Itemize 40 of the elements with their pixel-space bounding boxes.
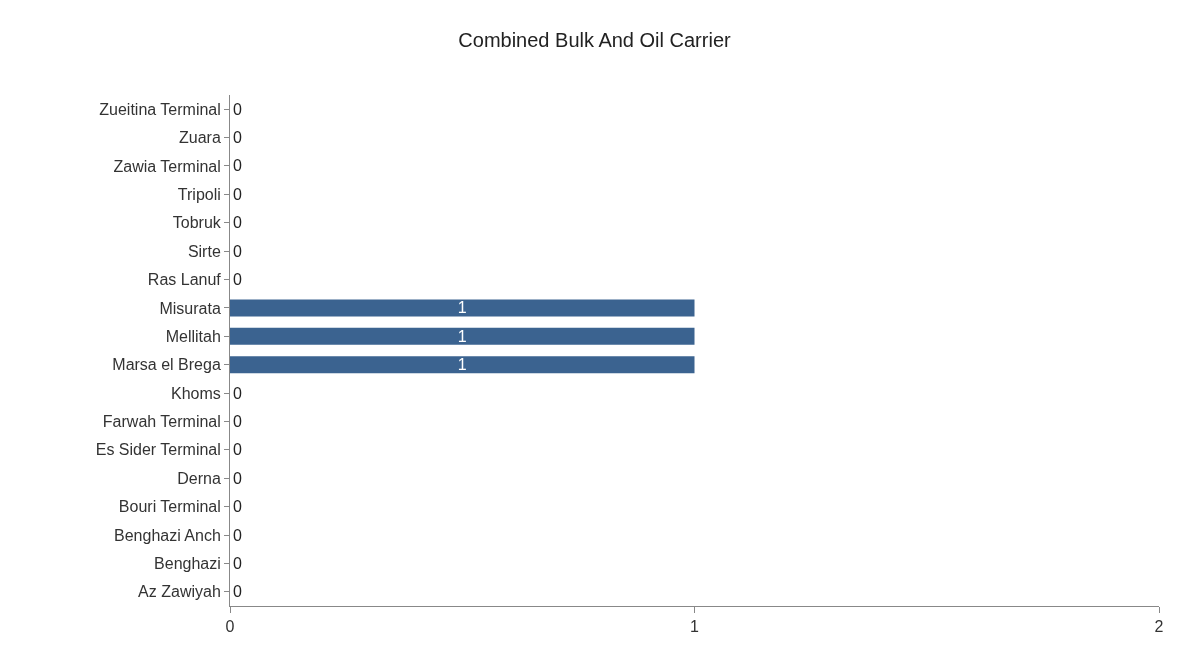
- data-label: 0: [233, 583, 242, 601]
- data-label: 0: [233, 129, 242, 147]
- chart-title: Combined Bulk And Oil Carrier: [458, 28, 731, 51]
- y-tick-label: Az Zawiyah: [138, 583, 221, 601]
- data-label: 1: [457, 327, 467, 345]
- data-label: 0: [233, 271, 242, 289]
- y-tick-label: Zueitina Terminal: [99, 100, 221, 118]
- y-tick-label: Zuara: [179, 129, 221, 147]
- data-label: 0: [233, 214, 242, 232]
- data-label: 0: [233, 554, 242, 572]
- x-tick-label: 2: [1154, 618, 1164, 636]
- data-label: 1: [457, 299, 467, 317]
- y-tick-label: Zawia Terminal: [113, 157, 221, 175]
- y-tick-label: Farwah Terminal: [102, 413, 221, 431]
- y-tick-label: Khoms: [171, 384, 221, 402]
- data-label: 0: [233, 100, 242, 118]
- data-label: 0: [233, 412, 242, 430]
- y-tick-label: Bouri Terminal: [118, 498, 221, 516]
- data-label: 1: [457, 356, 467, 374]
- data-label: 0: [233, 498, 242, 516]
- y-tick-label: Misurata: [159, 299, 221, 317]
- data-label: 0: [233, 441, 242, 459]
- y-tick-label: Tobruk: [172, 214, 222, 232]
- y-tick-label: Marsa el Brega: [112, 356, 221, 374]
- y-tick-label: Derna: [177, 469, 221, 487]
- data-label: 0: [233, 242, 242, 260]
- data-label: 0: [233, 157, 242, 175]
- y-tick-label: Es Sider Terminal: [95, 441, 221, 459]
- y-tick-label: Benghazi: [154, 555, 221, 573]
- data-label: 0: [233, 526, 242, 544]
- data-label: 0: [233, 384, 242, 402]
- data-label: 0: [233, 469, 242, 487]
- y-tick-label: Mellitah: [165, 327, 221, 345]
- data-label: 0: [233, 185, 242, 203]
- y-tick-label: Tripoli: [177, 185, 221, 203]
- y-tick-label: Ras Lanuf: [147, 271, 222, 289]
- y-tick-label: Sirte: [187, 242, 221, 260]
- x-tick-label: 1: [690, 618, 700, 636]
- x-tick-label: 0: [225, 618, 235, 636]
- y-tick-label: Benghazi Anch: [114, 526, 221, 544]
